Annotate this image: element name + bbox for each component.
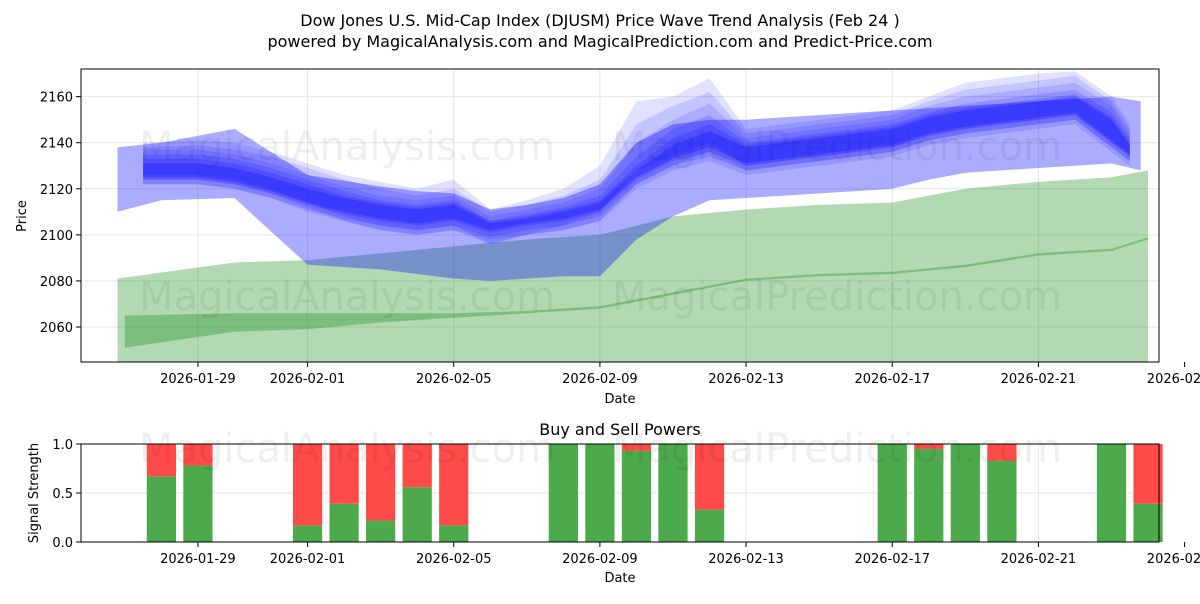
signal-y-tick-label-0: 0.0 [52, 536, 73, 551]
green-band-0 [117, 170, 1148, 362]
green-band-1 [124, 237, 1148, 348]
sell-bar-0 [146, 444, 177, 477]
signal-x-tick-label-0: 2026-01-29 [160, 552, 236, 567]
signal-y-ticks: 0.0 0.5 1.0 [52, 438, 81, 551]
blue-band-0 [117, 96, 1141, 281]
signal-plot: Buy and Sell Powers MagicalAnalysis.com M… [27, 420, 1200, 586]
price-x-ticks: 2026-01-29 2026-02-01 2026-02-05 2026-02-09… [160, 362, 1200, 387]
price-x-tick-label-6: 2026-02-21 [1001, 372, 1077, 387]
price-grid [81, 69, 1159, 362]
price-y-axis-label: Price [15, 200, 30, 232]
signal-x-tick-label-5: 2026-02-17 [854, 552, 930, 567]
watermark-analysis: MagicalAnalysis.com [139, 124, 555, 170]
buy-bar-6 [439, 525, 469, 542]
blue-band-2 [143, 75, 1130, 245]
price-x-axis-label: Date [604, 392, 635, 407]
price-y-tick-label-1: 2080 [40, 275, 73, 290]
buy-bar-0 [146, 476, 177, 542]
signal-y-tick-label-2: 1.0 [52, 438, 73, 453]
signal-x-ticks: 2026-01-29 2026-02-01 2026-02-05 2026-02-09… [160, 542, 1200, 567]
price-x-tick-label-5: 2026-02-17 [854, 372, 930, 387]
buy-bar-13 [914, 448, 944, 542]
blue-band-4 [143, 89, 1130, 238]
signal-watermarks: MagicalAnalysis.com MagicalPrediction.com [139, 426, 1062, 472]
signal-x-tick-label-6: 2026-02-21 [1001, 552, 1077, 567]
price-x-tick-label-2: 2026-02-05 [416, 372, 492, 387]
price-y-tick-label-0: 2060 [40, 321, 73, 336]
buy-bar-4 [366, 520, 396, 542]
buy-bar-10 [658, 444, 688, 542]
green-bands [117, 170, 1148, 362]
blue-bands [117, 71, 1141, 281]
signal-x-tick-label-2: 2026-02-05 [416, 552, 492, 567]
signal-watermark-analysis: MagicalAnalysis.com [139, 426, 555, 472]
signal-x-axis-label: Date [604, 571, 635, 586]
buy-bar-9 [621, 450, 652, 542]
signal-x-tick-label-4: 2026-02-13 [708, 552, 784, 567]
sell-bar-9 [621, 444, 652, 451]
buy-bar-7 [548, 444, 578, 542]
signal-x-tick-label-3: 2026-02-09 [562, 552, 638, 567]
price-y-tick-label-2: 2100 [40, 229, 73, 244]
signal-watermark-prediction: MagicalPrediction.com [612, 426, 1062, 472]
price-y-tick-label-4: 2140 [40, 137, 73, 152]
signal-y-tick-label-1: 0.5 [52, 487, 73, 502]
chart-subtitle: powered by MagicalAnalysis.com and Magic… [267, 32, 932, 51]
signal-bars [146, 444, 1163, 542]
sell-bar-5 [402, 444, 432, 488]
price-x-tick-label-1: 2026-02-01 [270, 372, 346, 387]
sell-bar-2 [292, 444, 323, 526]
price-watermarks: MagicalAnalysis.com MagicalPrediction.com… [139, 124, 1062, 320]
sell-bar-11 [694, 444, 725, 510]
blue-band-5 [143, 94, 1130, 233]
sell-bar-4 [366, 444, 396, 521]
buy-bar-16 [1096, 444, 1127, 542]
buy-bar-12 [877, 444, 907, 542]
price-plot: MagicalAnalysis.com MagicalPrediction.com… [15, 68, 1200, 407]
sell-bar-3 [329, 444, 359, 504]
blue-band-6 [143, 96, 1130, 231]
buy-bar-14 [950, 444, 980, 542]
price-plot-frame [80, 68, 1160, 363]
signal-title: Buy and Sell Powers [539, 420, 701, 439]
price-x-tick-label-0: 2026-01-29 [160, 372, 236, 387]
price-x-tick-label-3: 2026-02-09 [562, 372, 638, 387]
sell-bar-15 [987, 444, 1017, 461]
buy-bar-8 [585, 444, 615, 542]
signal-x-tick-label-1: 2026-02-01 [270, 552, 346, 567]
price-y-tick-label-5: 2160 [40, 91, 73, 106]
watermark-prediction: MagicalPrediction.com [612, 124, 1062, 170]
signal-y-axis-label: Signal Strength [27, 443, 42, 543]
buy-bar-5 [402, 487, 432, 542]
price-y-ticks: 2060 2080 2100 2120 2140 2160 [40, 91, 81, 336]
buy-bar-2 [292, 525, 323, 542]
price-x-tick-label-4: 2026-02-13 [708, 372, 784, 387]
sell-bar-17 [1133, 444, 1163, 504]
price-x-tick-label-7: 2026-02-25 [1147, 372, 1200, 387]
buy-bar-1 [183, 465, 213, 542]
blue-band-1 [143, 71, 1130, 245]
watermark-analysis-2: MagicalAnalysis.com [139, 274, 555, 320]
price-y-tick-label-3: 2120 [40, 183, 73, 198]
chart-title: Dow Jones U.S. Mid-Cap Index (DJUSM) Pri… [300, 11, 899, 30]
buy-bar-3 [329, 503, 359, 542]
watermark-prediction-2: MagicalPrediction.com [612, 274, 1062, 320]
signal-x-tick-label-7: 2026-02-25 [1147, 552, 1200, 567]
sell-bar-13 [914, 444, 944, 449]
buy-bar-17 [1133, 503, 1163, 542]
sell-bar-6 [439, 444, 469, 526]
buy-bar-15 [987, 460, 1017, 542]
blue-band-3 [143, 82, 1130, 240]
sell-bar-1 [183, 444, 213, 466]
buy-bar-11 [694, 509, 725, 542]
